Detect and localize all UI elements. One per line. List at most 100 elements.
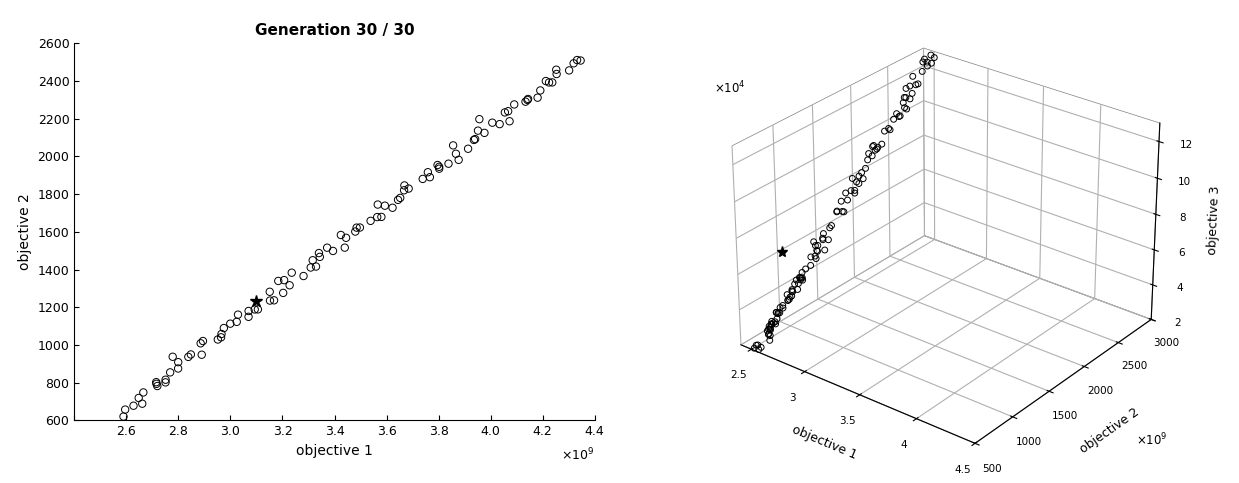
Point <box>309 249 328 257</box>
Text: $\times10^4$: $\times10^4$ <box>715 80 746 96</box>
Point <box>178 353 198 361</box>
Point <box>528 94 548 101</box>
Point <box>394 186 414 194</box>
Point <box>567 56 587 64</box>
Point <box>323 247 343 255</box>
Point <box>301 264 321 271</box>
Point <box>504 100 524 108</box>
Point <box>335 244 354 252</box>
Point <box>317 244 337 252</box>
Point <box>193 337 213 345</box>
Point <box>470 115 489 123</box>
Point <box>518 95 538 103</box>
Point <box>482 119 502 127</box>
Text: $\times10^9$: $\times10^9$ <box>561 447 595 463</box>
X-axis label: objective 1: objective 1 <box>296 443 373 457</box>
Text: $\times10^9$: $\times10^9$ <box>1136 432 1168 449</box>
Point <box>214 324 234 332</box>
Point <box>571 57 591 64</box>
Point <box>346 227 366 235</box>
Point <box>390 194 410 202</box>
Point <box>191 340 211 347</box>
Point <box>347 224 367 231</box>
Point <box>530 86 550 94</box>
Point <box>264 297 284 304</box>
Point <box>372 213 392 221</box>
Point <box>156 376 176 384</box>
Point <box>361 217 380 225</box>
Point <box>162 353 182 361</box>
Point <box>133 400 152 408</box>
Point <box>546 70 566 78</box>
Y-axis label: objective 2: objective 2 <box>1078 406 1142 456</box>
Point <box>368 201 388 209</box>
Point <box>475 129 494 137</box>
Point <box>302 256 322 264</box>
Point <box>399 185 419 192</box>
Point <box>227 318 247 326</box>
Point <box>543 79 563 86</box>
Point <box>269 277 289 285</box>
Point <box>536 77 556 85</box>
Point <box>446 150 466 157</box>
Point <box>494 109 514 116</box>
Point <box>239 313 259 321</box>
Point <box>468 127 488 134</box>
Point <box>429 165 449 172</box>
Point <box>429 163 449 170</box>
X-axis label: objective 1: objective 1 <box>789 423 859 462</box>
Point <box>211 333 230 341</box>
Point <box>147 382 167 390</box>
Point <box>383 204 403 212</box>
Point <box>181 351 201 358</box>
Point <box>375 202 395 210</box>
Point <box>413 175 432 183</box>
Point <box>160 369 180 376</box>
Point <box>449 156 468 164</box>
Point <box>518 96 538 104</box>
Point <box>281 269 301 277</box>
Point <box>212 330 232 338</box>
Point <box>245 306 265 313</box>
Point <box>418 169 437 176</box>
Point <box>515 98 535 106</box>
Point <box>124 402 144 410</box>
Point <box>394 182 414 189</box>
Y-axis label: objective 2: objective 2 <box>19 194 32 270</box>
Point <box>499 117 519 125</box>
Point <box>559 67 579 74</box>
Point <box>427 161 447 169</box>
Point <box>498 107 518 115</box>
Point <box>146 378 166 386</box>
Point <box>465 135 484 143</box>
Point <box>208 336 228 343</box>
Point <box>336 234 356 242</box>
Point <box>260 288 280 296</box>
Point <box>439 160 458 168</box>
Point <box>310 253 330 261</box>
Point <box>420 173 440 181</box>
Point <box>192 351 212 358</box>
Title: Generation 30 / 30: Generation 30 / 30 <box>255 23 414 38</box>
Point <box>367 213 387 221</box>
Point <box>129 394 149 402</box>
Point <box>134 388 154 396</box>
Point <box>458 145 478 153</box>
Point <box>228 311 248 318</box>
Point <box>115 406 135 413</box>
Point <box>274 289 294 297</box>
Point <box>280 282 300 289</box>
Point <box>146 380 166 388</box>
Point <box>169 365 188 372</box>
Point <box>274 276 294 284</box>
Point <box>114 412 134 420</box>
Point <box>239 307 259 315</box>
Point <box>546 66 566 73</box>
Point <box>539 79 559 86</box>
Point <box>489 120 509 128</box>
Point <box>248 306 268 313</box>
Point <box>156 379 176 386</box>
Point <box>444 142 463 149</box>
Title: Generation 30 / 30: Generation 30 / 30 <box>862 0 1021 1</box>
Point <box>349 224 369 231</box>
